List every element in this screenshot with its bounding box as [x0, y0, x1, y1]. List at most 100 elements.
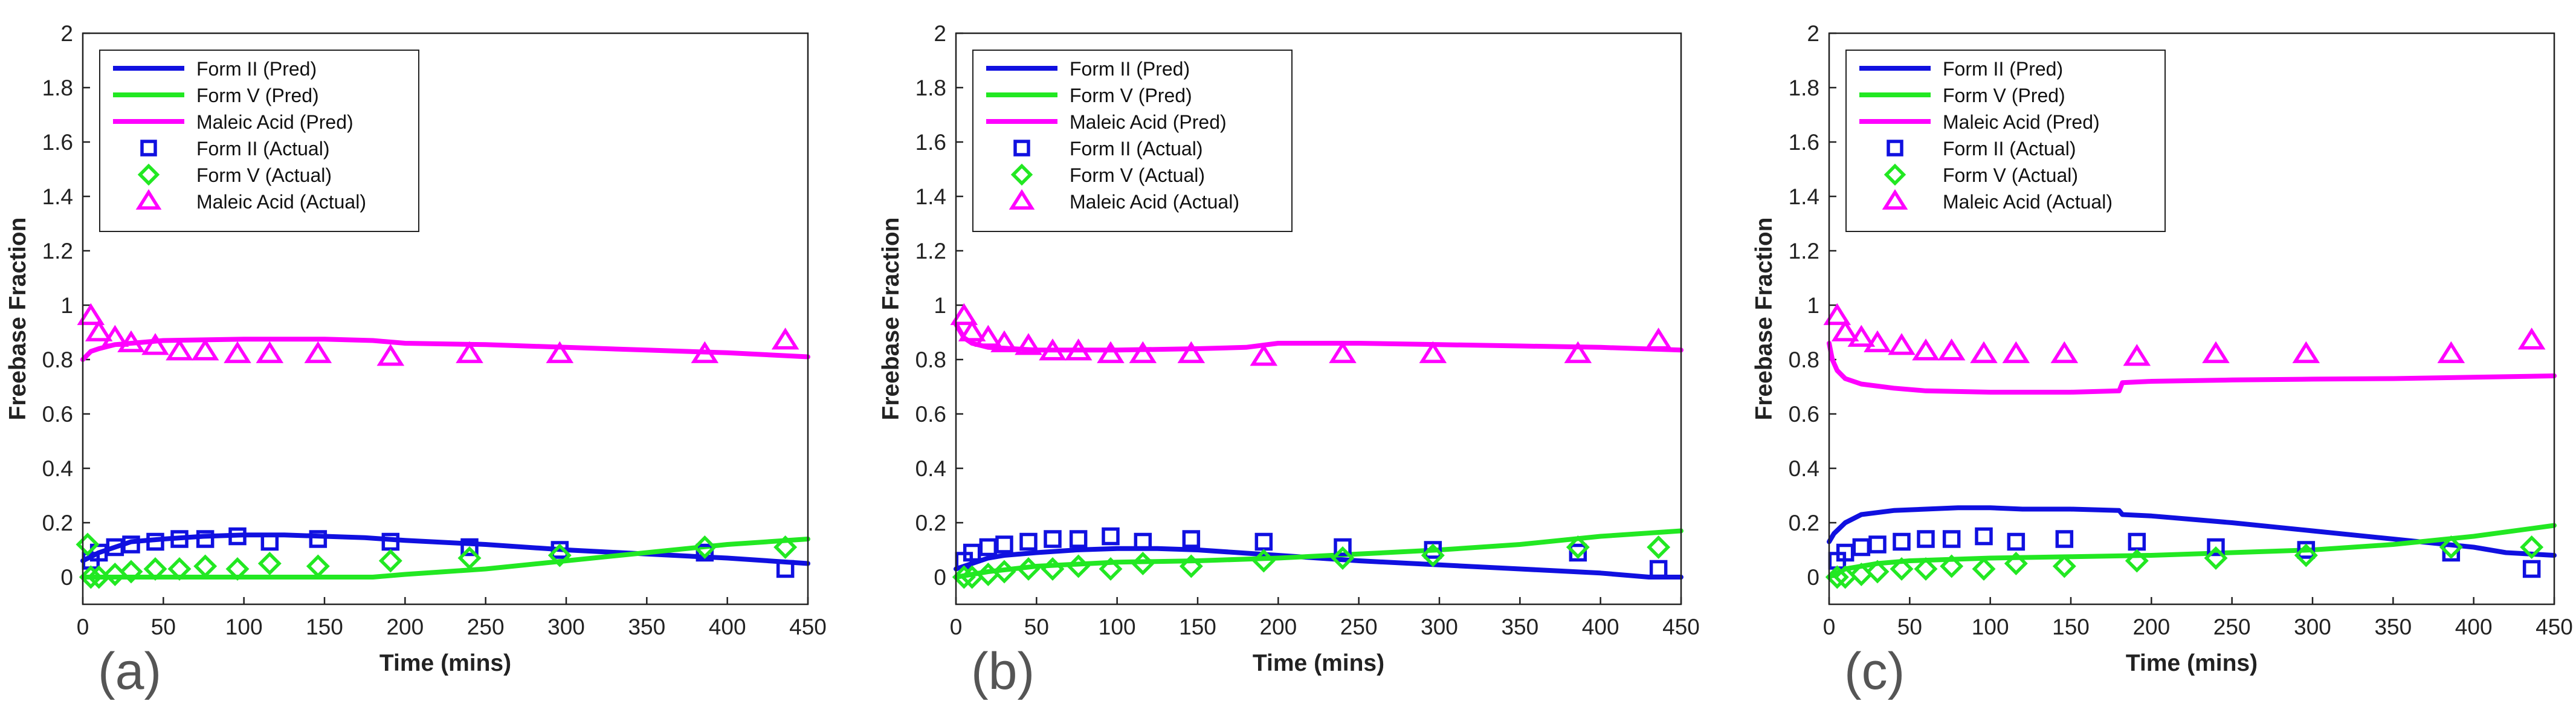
form-v-actual-point — [1251, 549, 1276, 573]
form-v-actual-point — [1016, 557, 1041, 581]
form-ii-actual-point — [2055, 530, 2074, 548]
maleic-acid-actual-point — [1912, 338, 1940, 361]
maleic-acid-actual-point — [1564, 341, 1592, 363]
form-v-actual-point — [76, 532, 100, 557]
y-tick-label: 1 — [60, 293, 73, 318]
y-tick-label: 0.8 — [1789, 347, 1819, 372]
maleic-acid-actual-point — [1864, 330, 1891, 352]
maleic-acid-actual-point — [1250, 344, 1278, 366]
form-v-actual-point — [1940, 554, 1964, 578]
maleic-acid-actual-point — [1823, 303, 1851, 325]
x-tick-label: 350 — [628, 615, 665, 639]
maleic-acid-actual-point — [2123, 344, 2151, 366]
form-v-actual-point — [952, 565, 976, 589]
x-tick-label: 350 — [2374, 615, 2412, 639]
maleic-acid-actual-point — [546, 341, 574, 363]
form-v-actual-point — [193, 554, 218, 578]
x-tick-label: 450 — [789, 615, 827, 639]
y-tick-label: 0 — [1807, 565, 1819, 590]
form-v-actual-point — [1067, 554, 1091, 578]
x-tick-label: 50 — [1024, 615, 1049, 639]
y-tick-label: 0.2 — [42, 511, 73, 535]
legend-label-maleic-acid-actual: Maleic Acid (Actual) — [1070, 191, 1239, 213]
maleic-acid-actual-point — [2202, 341, 2230, 363]
series-line-maleic-acid-pred — [1827, 341, 2557, 395]
form-ii-actual-point — [1134, 532, 1152, 551]
form-ii-actual-point — [1254, 532, 1273, 551]
x-tick-label: 50 — [151, 615, 176, 639]
maleic-acid-actual-point — [1937, 338, 1966, 361]
y-tick-label: 0 — [60, 565, 73, 590]
form-v-actual-point — [1099, 557, 1123, 581]
form-v-actual-point — [2439, 535, 2463, 559]
form-v-actual-point — [547, 543, 572, 567]
form-v-actual-point — [1131, 552, 1155, 575]
legend-swatch-maleic-acid-actual — [1882, 189, 1908, 210]
maleic-acid-actual-point — [958, 319, 986, 341]
legend: Form II (Pred) Form V (Pred) Maleic Acid (… — [1845, 50, 2166, 232]
series-line-form-ii-pred — [954, 546, 1683, 580]
maleic-acid-actual-point — [256, 341, 284, 363]
series-line-form-v-pred — [80, 537, 810, 580]
x-tick-label: 450 — [1662, 615, 1700, 639]
axes-frame — [82, 32, 809, 606]
y-axis-label: Freebase Fraction — [878, 218, 904, 421]
legend-label-form-ii-actual: Form II (Actual) — [196, 138, 329, 160]
y-tick-label: 2 — [60, 21, 73, 46]
y-tick-label: 2 — [934, 21, 946, 46]
y-tick-label: 0.4 — [42, 456, 73, 481]
series-line-form-v-pred — [1827, 523, 2557, 580]
legend: Form II (Pred) Form V (Pred) Maleic Acid (… — [972, 50, 1293, 232]
legend: Form II (Pred) Form V (Pred) Maleic Acid (… — [99, 50, 419, 232]
axes-frame — [955, 32, 1682, 606]
panel-label: (a) — [98, 642, 161, 700]
form-ii-actual-point — [260, 532, 279, 551]
maleic-acid-actual-point — [2437, 341, 2465, 363]
form-ii-actual-point — [2522, 560, 2541, 578]
form-v-actual-point — [119, 560, 143, 584]
form-ii-actual-point — [2442, 543, 2461, 562]
form-ii-actual-point — [2207, 538, 2225, 557]
form-v-actual-point — [1825, 565, 1849, 589]
form-ii-actual-point — [1917, 530, 1935, 548]
form-v-actual-point — [2294, 543, 2318, 567]
x-tick-label: 450 — [2536, 615, 2573, 639]
y-tick-label: 0.6 — [915, 402, 946, 427]
form-ii-actual-point — [146, 532, 164, 551]
form-ii-actual-point — [1975, 527, 1993, 546]
maleic-acid-actual-point — [771, 328, 799, 350]
form-v-actual-point — [1179, 554, 1203, 578]
maleic-acid-actual-point — [166, 338, 193, 361]
form-ii-actual-point — [1019, 532, 1038, 551]
maleic-acid-actual-point — [950, 303, 978, 325]
x-tick-label: 0 — [1823, 615, 1836, 639]
y-tick-label: 1.6 — [1789, 130, 1819, 155]
form-v-actual-point — [692, 535, 717, 559]
y-tick-label: 1 — [1807, 293, 1819, 318]
form-ii-actual-point — [776, 560, 795, 578]
x-axis-label: Time (mins) — [2126, 650, 2258, 676]
x-tick-label: 200 — [1259, 615, 1297, 639]
form-ii-actual-point — [196, 530, 215, 548]
legend-swatch-form-ii-actual — [1013, 140, 1030, 157]
maleic-acid-actual-point — [224, 341, 251, 363]
form-v-actual-point — [225, 557, 250, 581]
x-tick-label: 150 — [306, 615, 343, 639]
form-ii-actual-point — [696, 543, 714, 562]
legend-swatch-maleic-acid-actual — [135, 189, 162, 210]
form-v-actual-point — [1914, 557, 1938, 581]
form-ii-actual-point — [1569, 543, 1587, 562]
y-tick-label: 0.6 — [42, 402, 73, 427]
maleic-acid-actual-point — [141, 333, 169, 355]
x-tick-label: 250 — [1340, 615, 1378, 639]
y-axis-label: Freebase Fraction — [5, 218, 31, 421]
maleic-acid-actual-point — [2517, 328, 2546, 350]
x-tick-label: 300 — [2294, 615, 2331, 639]
panel-label: (c) — [1844, 642, 1905, 700]
x-axis-label: Time (mins) — [1253, 650, 1384, 676]
maleic-acid-actual-point — [117, 330, 145, 352]
form-ii-actual-point — [2297, 541, 2316, 559]
legend-swatch-form-ii-actual — [140, 140, 157, 157]
form-ii-actual-point — [460, 538, 479, 557]
y-tick-label: 1.2 — [915, 239, 946, 263]
